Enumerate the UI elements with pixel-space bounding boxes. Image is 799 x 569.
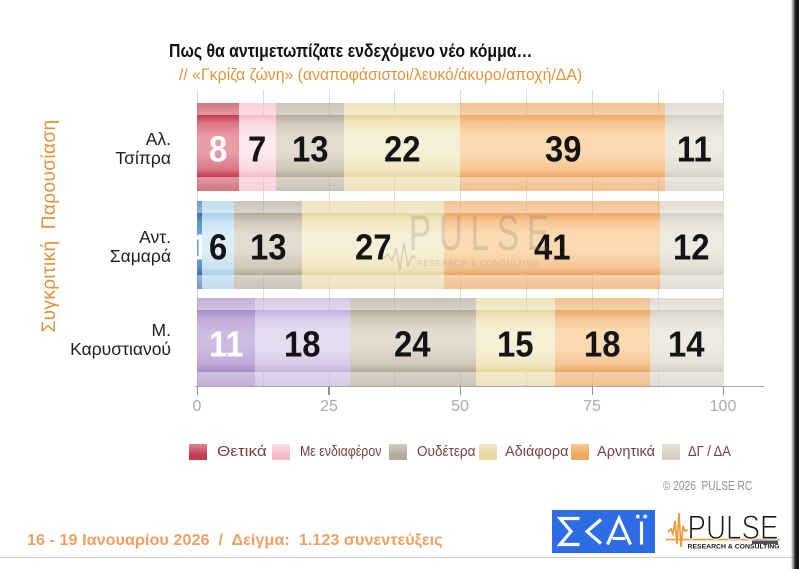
svg-text:RESEARCH & CONSULTING: RESEARCH & CONSULTING <box>688 544 780 551</box>
